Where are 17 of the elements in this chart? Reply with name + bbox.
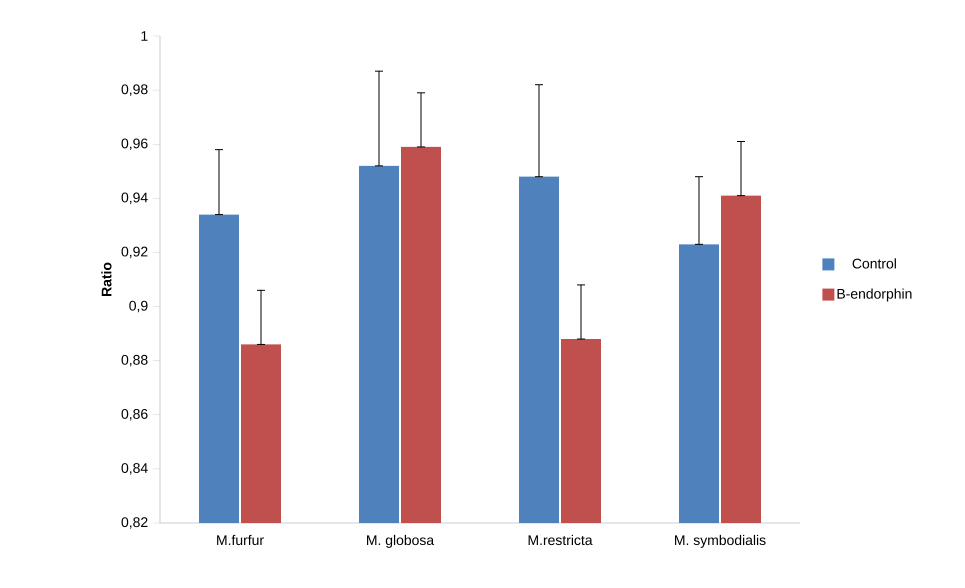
y-axis-title: Ratio (101, 262, 112, 296)
y-tick-label: 0,88 (122, 354, 148, 366)
y-tick-label: 0,94 (122, 192, 148, 204)
y-tick-label: 0,96 (122, 138, 148, 150)
x-tick-label: M.furfur (217, 534, 264, 546)
y-tick-label: 0,92 (122, 246, 148, 258)
x-tick-label: M. symbodialis (675, 534, 766, 548)
y-tick-label: 0,98 (122, 84, 148, 96)
x-tick-label: M.restricta (528, 534, 593, 546)
x-tick-label: M. globosa (367, 534, 434, 548)
y-tick-label: 0,82 (122, 517, 148, 529)
y-tick-label: 1 (141, 31, 148, 41)
y-tick-label: 0,86 (122, 409, 148, 421)
legend-label: B-endorphin (838, 288, 912, 302)
legend-label: Control (852, 258, 896, 269)
y-tick-label: 0,84 (122, 463, 148, 475)
y-tick-label: 0,9 (129, 300, 148, 312)
